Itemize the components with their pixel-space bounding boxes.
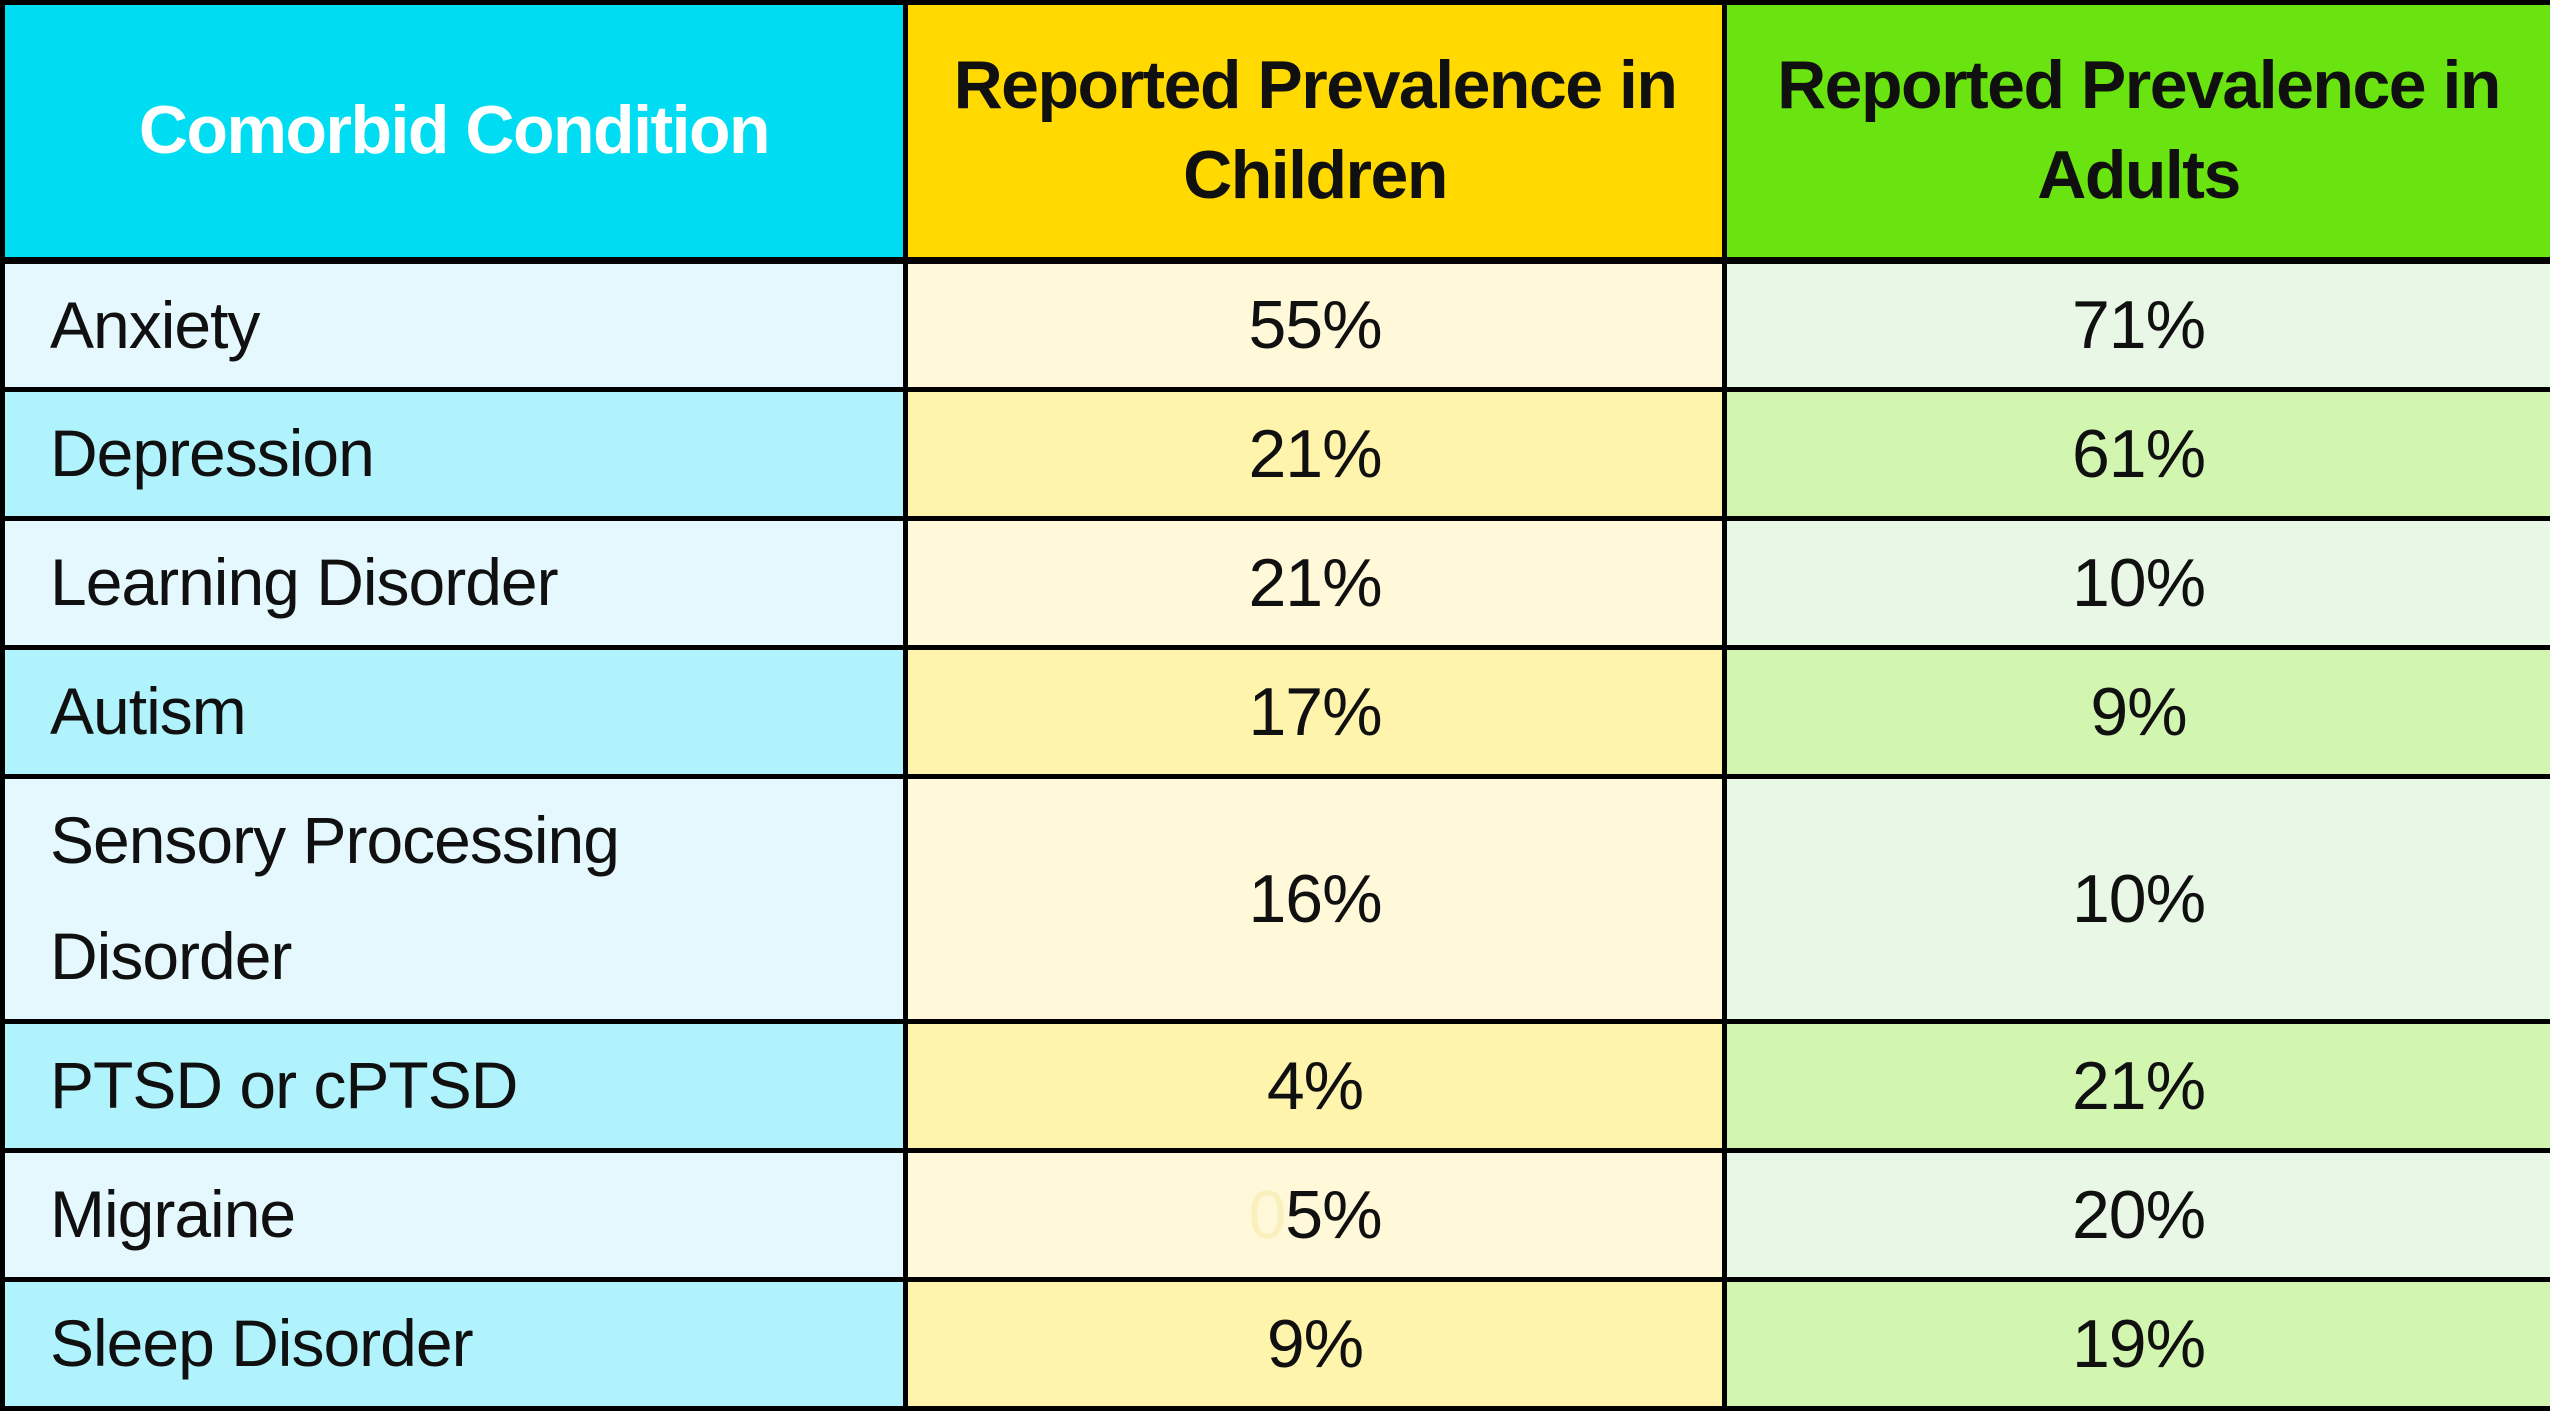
children-value: 21%: [1248, 544, 1382, 621]
table-row-depression: Depression 21% 61%: [0, 386, 2550, 521]
condition-label: Sleep Disorder: [50, 1306, 474, 1381]
condition-label: Autism: [50, 674, 247, 749]
adults-value-cell: 10%: [1722, 773, 2550, 1025]
condition-label: Anxiety: [50, 287, 260, 362]
adults-value: 61%: [2071, 415, 2206, 492]
children-value-cell: 9%: [903, 1277, 1727, 1411]
adults-value: 21%: [2071, 1048, 2206, 1125]
table-row-autism: Autism 17% 9%: [0, 644, 2550, 779]
condition-cell: Migraine: [0, 1148, 908, 1283]
table-row-learning-disorder: Learning Disorder 21% 10%: [0, 515, 2550, 650]
adults-value-cell: 9%: [1722, 644, 2550, 779]
condition-label: Depression: [50, 416, 375, 491]
children-value-cell: 16%: [903, 773, 1727, 1025]
children-value: 16%: [1248, 860, 1382, 937]
condition-cell: PTSD or cPTSD: [0, 1019, 908, 1154]
header-row: Comorbid Condition Reported Prevalence i…: [0, 0, 2550, 264]
condition-label: Learning Disorder: [50, 545, 559, 620]
children-value: 9%: [1266, 1306, 1364, 1382]
table-row-anxiety: Anxiety 55% 71%: [0, 258, 2550, 392]
table-row-sensory-processing-disorder: Sensory Processing Disorder 16% 10%: [0, 773, 2550, 1025]
table-body: Anxiety 55% 71% Depression 21% 61% Learn…: [0, 258, 2550, 1411]
children-value-cell: 05%: [903, 1148, 1727, 1283]
adults-value: 10%: [2071, 544, 2206, 621]
condition-cell: Depression: [0, 386, 908, 521]
children-value: 4%: [1266, 1048, 1364, 1125]
condition-label: Migraine: [50, 1177, 296, 1252]
children-value: 55%: [1248, 287, 1382, 364]
condition-cell: Learning Disorder: [0, 515, 908, 650]
children-value: 21%: [1248, 415, 1382, 492]
children-value-cell: 55%: [903, 258, 1727, 392]
table-row-ptsd: PTSD or cPTSD 4% 21%: [0, 1019, 2550, 1154]
condition-label: PTSD or cPTSD: [50, 1048, 518, 1123]
adults-value: 71%: [2071, 287, 2206, 364]
children-value-cell: 4%: [903, 1019, 1727, 1154]
adults-value-cell: 71%: [1722, 258, 2550, 392]
condition-cell: Sleep Disorder: [0, 1277, 908, 1411]
adults-value: 19%: [2071, 1306, 2206, 1382]
column-header-adults: Reported Prevalence in Adults: [1722, 0, 2550, 264]
table-row-migraine: Migraine 05% 20%: [0, 1148, 2550, 1283]
table-row-sleep-disorder: Sleep Disorder 9% 19%: [0, 1277, 2550, 1411]
adults-value-cell: 21%: [1722, 1019, 2550, 1154]
condition-cell: Sensory Processing Disorder: [0, 773, 908, 1025]
children-value: 17%: [1248, 673, 1382, 750]
condition-label: Sensory Processing Disorder: [50, 803, 620, 993]
condition-cell: Anxiety: [0, 258, 908, 392]
adults-value: 10%: [2071, 860, 2206, 937]
children-value-cell: 17%: [903, 644, 1727, 779]
column-header-children: Reported Prevalence in Children: [903, 0, 1727, 264]
table-header: Comorbid Condition Reported Prevalence i…: [0, 0, 2550, 264]
ghost-zero-digit: 0: [1248, 1177, 1286, 1254]
children-value: 5%: [1285, 1177, 1382, 1254]
adults-value-cell: 19%: [1722, 1277, 2550, 1411]
column-header-condition: Comorbid Condition: [0, 0, 908, 264]
adults-value: 20%: [2071, 1177, 2206, 1254]
adults-value: 9%: [2090, 673, 2187, 750]
children-value-cell: 21%: [903, 515, 1727, 650]
adults-value-cell: 10%: [1722, 515, 2550, 650]
adults-value-cell: 61%: [1722, 386, 2550, 521]
children-value-cell: 21%: [903, 386, 1727, 521]
condition-cell: Autism: [0, 644, 908, 779]
adults-value-cell: 20%: [1722, 1148, 2550, 1283]
